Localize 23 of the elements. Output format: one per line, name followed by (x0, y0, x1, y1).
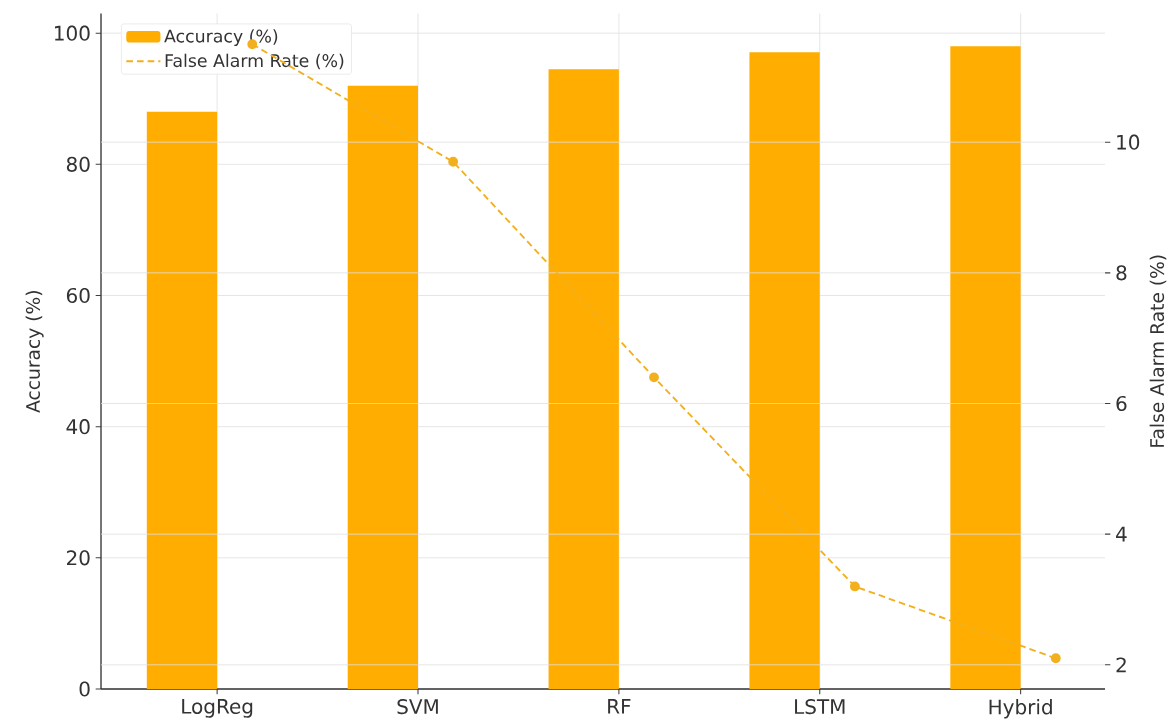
x-tick-label: LSTM (795, 699, 845, 715)
y2-tick-label: 6 (1116, 395, 1127, 412)
point (849, 581, 860, 592)
point (1050, 653, 1061, 664)
y-tick-label: 0 (79, 681, 90, 697)
x-tick-label: RF (608, 699, 631, 714)
y-tick-label: 100 (54, 25, 90, 41)
y-tick-label: 60 (66, 287, 90, 304)
y2-tick-label: 10 (1117, 134, 1140, 150)
y-axis-title: Accuracy (%) (25, 291, 44, 413)
legend-label: False Alarm Rate (%) (165, 53, 344, 70)
point (649, 372, 659, 383)
y2-tick-label: 4 (1116, 526, 1127, 542)
x-tick-label: Hybrid (989, 699, 1052, 719)
y-tick-label: 80 (66, 156, 90, 172)
y2-tick-label: 8 (1116, 265, 1127, 281)
x-tick-label: SVM (397, 699, 438, 715)
y2-axis-title: False Alarm Rate (%) (1149, 255, 1167, 447)
y2-tick-label: 2 (1116, 657, 1126, 673)
point (448, 156, 459, 167)
x-tick-label: LogReg (182, 699, 253, 718)
y-tick-label: 20 (66, 550, 90, 566)
y-tick-label: 40 (66, 419, 90, 435)
